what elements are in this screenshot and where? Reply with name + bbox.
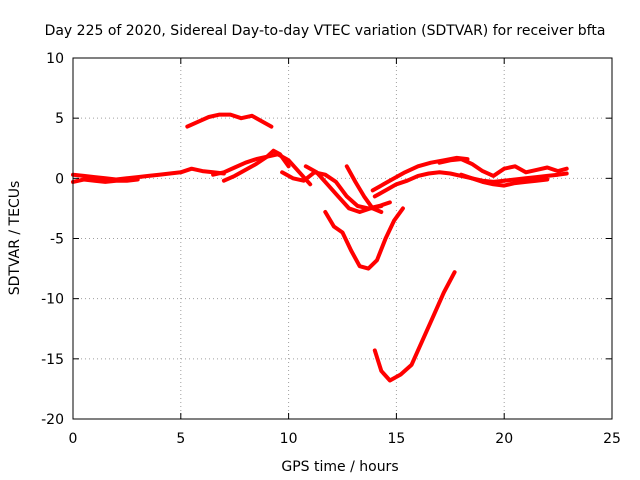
y-tick-label: -5 bbox=[50, 232, 64, 248]
y-axis-label: SDTVAR / TECUs bbox=[7, 181, 23, 296]
x-tick-label: 0 bbox=[69, 431, 78, 447]
x-tick-label: 20 bbox=[495, 431, 513, 447]
series-line-arc-9 bbox=[344, 164, 384, 214]
x-tick-label: 15 bbox=[387, 431, 405, 447]
x-tick-labels: 0 5 10 15 20 25 bbox=[69, 431, 621, 447]
series-line-arc-8 bbox=[323, 206, 405, 271]
y-tick-label: -20 bbox=[41, 412, 64, 428]
series-line-arc-13 bbox=[459, 172, 550, 188]
y-tick-label: -10 bbox=[41, 292, 64, 308]
series-line-arc-2 bbox=[71, 177, 140, 184]
series-line-arc-3 bbox=[185, 112, 274, 129]
y-tick-label: 0 bbox=[55, 171, 64, 187]
series-line-arc-12 bbox=[437, 157, 569, 178]
series-layer bbox=[71, 112, 569, 383]
chart-title: Day 225 of 2020, Sidereal Day-to-day VTE… bbox=[45, 23, 606, 39]
y-tick-label: 10 bbox=[46, 51, 64, 67]
x-tick-label: 10 bbox=[280, 431, 298, 447]
series-line-arc-5 bbox=[221, 148, 291, 183]
series-line-arc-14 bbox=[372, 270, 457, 383]
y-tick-label: -15 bbox=[41, 352, 64, 368]
x-tick-label: 25 bbox=[603, 431, 621, 447]
y-tick-label: 5 bbox=[55, 111, 64, 127]
x-axis-label: GPS time / hours bbox=[281, 459, 398, 475]
series-line-arc-1 bbox=[71, 166, 226, 182]
grid-lines bbox=[73, 58, 612, 419]
y-tick-labels: -20 -15 -10 -5 0 5 10 bbox=[41, 51, 64, 428]
series-line-arc-7 bbox=[303, 164, 384, 214]
tick-marks bbox=[72, 57, 613, 420]
x-tick-label: 5 bbox=[176, 431, 185, 447]
